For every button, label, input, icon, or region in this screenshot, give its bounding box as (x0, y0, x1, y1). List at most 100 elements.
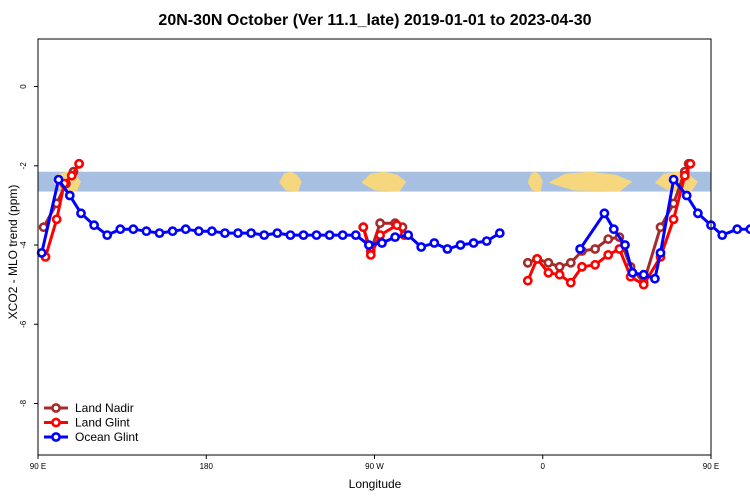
ocean-glint-point (36, 247, 47, 258)
ocean-glint-point (219, 228, 230, 238)
ocean-glint-point (272, 228, 283, 238)
x-axis: 90 E 180 90 W 0 90 E (30, 455, 719, 471)
ocean-glint-point (442, 244, 453, 254)
ocean-glint-point (298, 230, 309, 240)
legend-marker-land-glint (51, 417, 61, 428)
land-glint-point (532, 253, 542, 264)
land-glint-point (668, 214, 679, 225)
land-glint-point (66, 170, 77, 181)
ocean-glint-point (717, 230, 728, 240)
land-glint-point (74, 158, 84, 169)
land-glint-point (391, 220, 402, 231)
ocean-glint-point (154, 228, 165, 238)
ocean-glint-line (578, 178, 750, 281)
ocean-glint-point (350, 230, 361, 240)
land-nadir-point (522, 257, 533, 268)
ocean-glint-point (681, 190, 692, 201)
land-glint-point (577, 261, 587, 272)
land-glint-point (590, 259, 600, 270)
ocean-glint-point (53, 174, 64, 185)
chart-title: 20N-30N October (Ver 11.1_late) 2019-01-… (158, 12, 591, 29)
series-layer (36, 158, 750, 290)
land-nadir-point (543, 257, 554, 268)
land-nadir-point (603, 234, 614, 244)
ocean-glint-point (668, 174, 679, 185)
land-glint-point (554, 269, 565, 280)
ocean-glint-point (494, 228, 505, 238)
map-land-2 (361, 171, 407, 192)
y-axis: 0 -2 -4 -6 -8 (19, 84, 38, 407)
ocean-glint-point (608, 224, 619, 235)
ocean-glint-point (403, 230, 414, 240)
y-tick-label: -2 (19, 162, 28, 170)
legend-marker-land-nadir (51, 403, 61, 413)
land-glint-point (685, 158, 696, 169)
ocean-glint-point (128, 224, 139, 235)
ocean-glint-point (246, 228, 256, 238)
land-glint-point (358, 222, 369, 233)
ocean-glint-point (416, 242, 427, 252)
land-glint-point (543, 267, 554, 278)
land-glint-point (565, 277, 576, 288)
ocean-glint-point (745, 224, 750, 235)
ocean-glint-point (115, 224, 126, 235)
land-nadir-point (565, 257, 576, 268)
ocean-glint-point (89, 220, 99, 231)
plot-frame (37, 38, 712, 456)
map-land-1 (279, 171, 302, 192)
land-glint-point (375, 230, 385, 240)
land-glint-point (679, 170, 690, 181)
map-land-4 (548, 171, 633, 192)
y-tick-label: 0 (19, 84, 28, 89)
land-glint-point (603, 249, 614, 260)
ocean-glint-point (655, 247, 666, 258)
y-axis-title: XCO2 - MLO trend (ppm) (6, 185, 20, 320)
ocean-glint-point (390, 232, 400, 242)
y-tick-label: -4 (19, 241, 28, 249)
x-tick-label: 0 (541, 462, 546, 471)
ocean-glint-point (206, 226, 217, 237)
ocean-glint-point (620, 240, 630, 250)
ocean-glint-point (627, 267, 638, 278)
x-tick-label: 180 (200, 462, 214, 471)
land-nadir-point (590, 244, 600, 254)
ocean-glint-point (141, 226, 152, 237)
ocean-glint-point (481, 236, 492, 246)
ocean-glint-point (324, 230, 335, 240)
ocean-glint-point (468, 238, 479, 248)
ocean-glint-point (650, 273, 660, 284)
x-tick-label: 90 E (703, 462, 719, 471)
x-tick-label: 90 W (365, 462, 384, 471)
legend-label-land-nadir: Land Nadir (75, 401, 134, 415)
ocean-glint-point (638, 269, 649, 280)
ocean-glint-point (377, 238, 387, 248)
ocean-glint-point (599, 208, 610, 219)
ocean-glint-point (233, 228, 243, 238)
ocean-glint-point (337, 230, 348, 240)
ocean-glint-point (455, 240, 466, 250)
land-nadir-point (655, 222, 666, 233)
y-tick-label: -8 (19, 399, 28, 407)
ocean-glint-point (285, 230, 296, 240)
legend-label-land-glint: Land Glint (75, 416, 130, 430)
ocean-glint-point (64, 190, 75, 201)
legend-marker-ocean-glint (51, 432, 61, 442)
legend-label-ocean-glint: Ocean Glint (75, 430, 139, 444)
ocean-glint-point (311, 230, 322, 240)
ocean-glint-point (732, 224, 743, 235)
ocean-glint-point (180, 224, 191, 235)
ocean-glint-point (102, 230, 113, 240)
land-glint-point (638, 279, 649, 290)
ocean-glint-point (167, 226, 178, 237)
ocean-glint-point (259, 230, 270, 240)
ocean-glint-point (193, 226, 204, 237)
map-land-3 (527, 171, 543, 192)
ocean-glint-point (76, 208, 86, 219)
ocean-glint-point (363, 240, 374, 250)
land-glint-point (522, 275, 533, 286)
ocean-glint-point (575, 244, 585, 254)
x-axis-title: Longitude (349, 477, 402, 491)
land-nadir-point (375, 218, 385, 229)
land-nadir-point (554, 261, 565, 272)
